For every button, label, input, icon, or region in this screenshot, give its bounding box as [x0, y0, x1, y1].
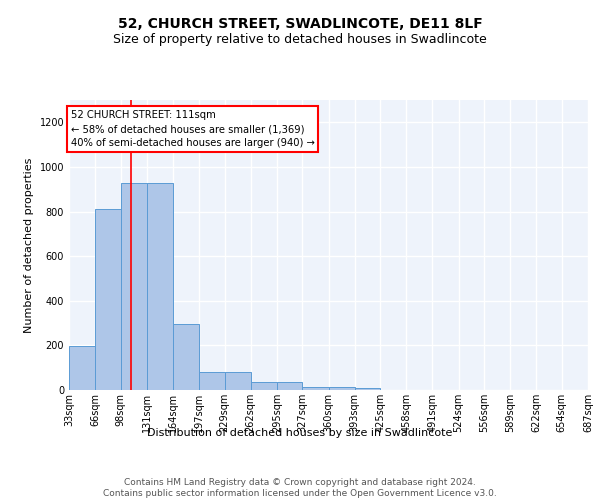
Bar — [121, 182, 147, 390]
Bar — [95, 210, 121, 390]
Y-axis label: Number of detached properties: Number of detached properties — [24, 158, 34, 332]
Bar — [302, 386, 329, 390]
Bar — [69, 346, 95, 390]
Text: Distribution of detached houses by size in Swadlincote: Distribution of detached houses by size … — [148, 428, 452, 438]
Text: 52, CHURCH STREET, SWADLINCOTE, DE11 8LF: 52, CHURCH STREET, SWADLINCOTE, DE11 8LF — [118, 18, 482, 32]
Bar — [173, 324, 199, 390]
Text: Contains HM Land Registry data © Crown copyright and database right 2024.
Contai: Contains HM Land Registry data © Crown c… — [103, 478, 497, 498]
Bar — [277, 382, 302, 390]
Bar — [147, 182, 173, 390]
Bar — [224, 372, 251, 390]
Text: 52 CHURCH STREET: 111sqm
← 58% of detached houses are smaller (1,369)
40% of sem: 52 CHURCH STREET: 111sqm ← 58% of detach… — [71, 110, 314, 148]
Text: Size of property relative to detached houses in Swadlincote: Size of property relative to detached ho… — [113, 32, 487, 46]
Bar — [355, 388, 380, 390]
Bar — [329, 386, 355, 390]
Bar — [251, 382, 277, 390]
Bar — [199, 372, 224, 390]
